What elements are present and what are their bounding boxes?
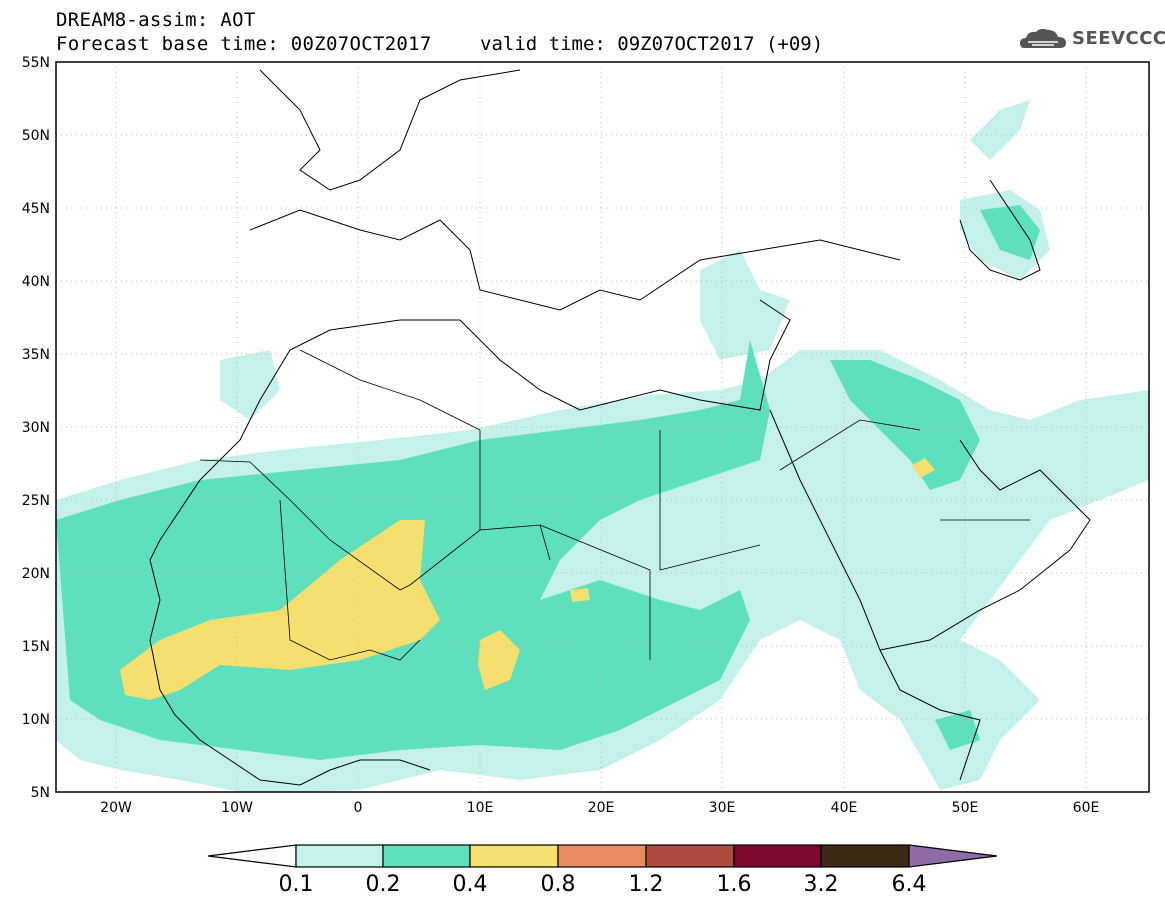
colorbar-label: 1.6 xyxy=(716,872,752,897)
colorbar-swatch xyxy=(382,844,471,868)
aot-band-0.2-iraq xyxy=(830,360,980,490)
lat-label: 35N xyxy=(22,347,50,363)
colorbar-label: 0.1 xyxy=(278,872,314,897)
colorbar-swatch xyxy=(469,844,559,868)
lon-label: 20W xyxy=(100,800,132,816)
aot-band-0.4-iraq xyxy=(912,458,935,478)
lon-label: 20E xyxy=(588,800,615,816)
colorbar-label: 0.4 xyxy=(452,872,488,897)
lon-label: 60E xyxy=(1073,800,1100,816)
colorbar-swatch xyxy=(820,844,910,868)
coastlines xyxy=(149,69,1091,786)
lon-label: 0 xyxy=(354,800,363,816)
colorbar-label: 0.2 xyxy=(365,872,401,897)
map-frame xyxy=(55,61,1150,793)
aot-band-0.1-north xyxy=(700,250,790,360)
lon-label: 50E xyxy=(952,800,979,816)
graticule xyxy=(56,62,1149,792)
colorbar-swatch xyxy=(295,844,384,868)
aot-band-0.4-chad xyxy=(478,630,520,690)
colorbar-swatch xyxy=(557,844,647,868)
aot-band-0.1-kaz xyxy=(970,100,1030,160)
colorbar-swatch xyxy=(645,844,735,868)
aot-band-0.4-small xyxy=(570,588,590,602)
colorbar-high-arrow xyxy=(908,844,998,868)
lat-label: 30N xyxy=(22,420,50,436)
longitude-labels: 20W 10W 0 10E 20E 30E 40E 50E 60E xyxy=(100,800,1099,816)
colorbar-low-arrow xyxy=(207,844,297,868)
cloud-logo-icon xyxy=(1020,28,1066,48)
aot-band-0.2-horn xyxy=(935,710,980,750)
lat-label: 45N xyxy=(22,201,50,217)
colorbar-label: 0.8 xyxy=(540,872,576,897)
lon-label: 10W xyxy=(221,800,253,816)
lat-label: 15N xyxy=(22,639,50,655)
lat-label: 20N xyxy=(22,566,50,582)
logo-text: SEEVCCC xyxy=(1072,28,1165,49)
lon-label: 30E xyxy=(709,800,736,816)
aot-field xyxy=(56,100,1149,792)
colorbar-label: 3.2 xyxy=(803,872,839,897)
aot-band-0.4-sahel xyxy=(120,520,440,700)
colorbar-swatch xyxy=(733,844,822,868)
lat-label: 10N xyxy=(22,712,50,728)
colorbar-label: 1.2 xyxy=(628,872,664,897)
valid-time: valid time: 09Z07OCT2017 (+09) xyxy=(480,33,824,55)
lat-label: 40N xyxy=(22,274,50,290)
forecast-base-time: Forecast base time: 00Z07OCT2017 xyxy=(56,33,432,55)
aot-band-0.2-caspian xyxy=(980,205,1040,260)
latitude-labels: 55N 50N 45N 40N 35N 30N 25N 20N 15N 10N … xyxy=(22,55,50,801)
lat-label: 50N xyxy=(22,128,50,144)
lon-label: 10E xyxy=(467,800,494,816)
lat-label: 5N xyxy=(31,785,50,801)
lat-label: 25N xyxy=(22,493,50,509)
lat-label: 55N xyxy=(22,55,50,71)
lon-label: 40E xyxy=(831,800,858,816)
borders xyxy=(199,349,1030,661)
chart-title: DREAM8-assim: AOT xyxy=(56,9,256,31)
colorbar xyxy=(207,844,998,868)
colorbar-label: 6.4 xyxy=(891,872,927,897)
aot-band-0.1-wsahara xyxy=(220,350,280,420)
